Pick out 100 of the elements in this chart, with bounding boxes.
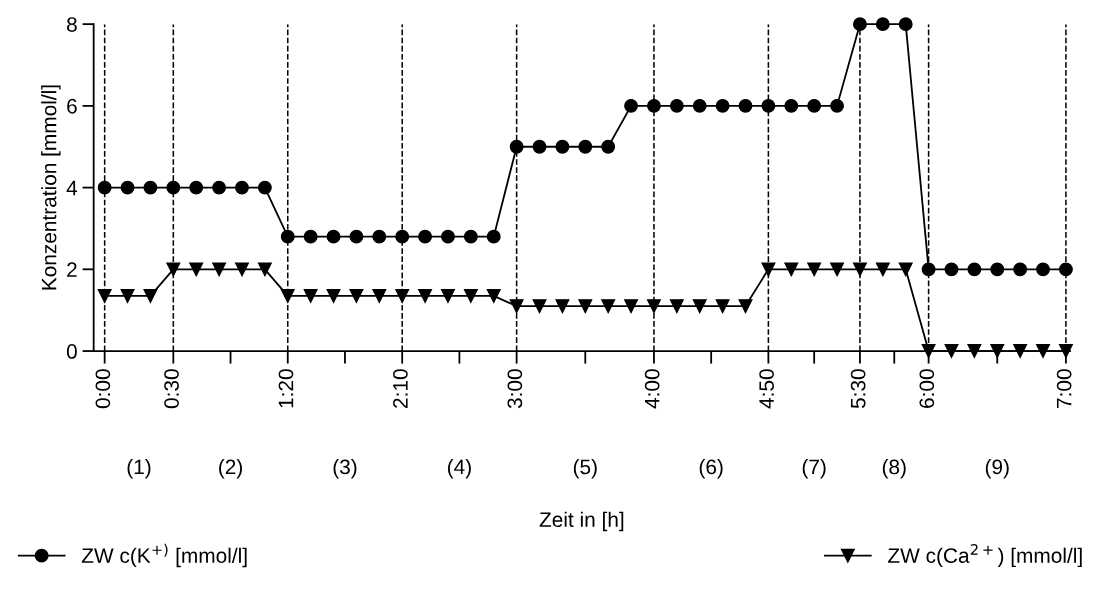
point xyxy=(326,229,341,244)
point xyxy=(715,98,730,113)
point xyxy=(601,299,616,314)
point xyxy=(418,229,433,244)
point xyxy=(944,262,959,277)
point xyxy=(830,98,844,113)
point xyxy=(441,229,455,244)
point xyxy=(143,288,158,303)
text: (3) xyxy=(333,459,357,479)
point xyxy=(349,229,364,244)
point xyxy=(97,288,112,303)
y-tick-label: 4 xyxy=(66,180,78,196)
point xyxy=(418,288,433,303)
point xyxy=(509,299,524,314)
point xyxy=(509,139,524,154)
point xyxy=(486,229,501,244)
legend-label: ZW c(K$^{+)}$ [mmol/l] xyxy=(81,543,247,568)
point xyxy=(166,262,181,277)
point xyxy=(395,288,410,303)
point xyxy=(303,288,318,303)
point xyxy=(967,344,982,358)
point xyxy=(875,262,890,277)
point xyxy=(189,262,204,277)
point xyxy=(1058,262,1073,277)
point xyxy=(1058,344,1073,358)
point xyxy=(532,299,547,314)
point xyxy=(463,229,478,244)
point xyxy=(807,98,822,113)
point xyxy=(921,344,936,358)
text: (8) xyxy=(882,459,906,479)
point xyxy=(1036,262,1050,277)
text: (5) xyxy=(573,459,597,479)
text: (9) xyxy=(985,459,1009,479)
point xyxy=(738,98,753,113)
point xyxy=(235,262,249,277)
point xyxy=(280,229,295,244)
point xyxy=(761,98,776,113)
x-tick-label: 0:00 xyxy=(95,369,111,409)
point xyxy=(555,139,570,154)
x-tick-label: 7:00 xyxy=(1056,369,1072,408)
point xyxy=(669,98,684,113)
point xyxy=(692,98,707,113)
y-axis-title: Konzentration [mmol/l] xyxy=(41,85,61,290)
text: (7) xyxy=(802,459,826,479)
point xyxy=(303,229,318,244)
x-tick-label: 3:00 xyxy=(507,369,523,409)
point xyxy=(601,139,616,154)
y-tick-label: 2 xyxy=(67,262,77,277)
point xyxy=(257,180,272,195)
point xyxy=(784,98,799,113)
point xyxy=(1036,344,1050,358)
point xyxy=(647,299,661,314)
x-tick-label: 2:10 xyxy=(393,369,408,408)
point xyxy=(944,344,959,358)
y-tick-label: 0 xyxy=(66,344,77,359)
text: (4) xyxy=(447,459,471,479)
x-tick-label: 6:00 xyxy=(919,369,935,408)
point xyxy=(280,288,295,303)
point xyxy=(692,299,707,314)
point xyxy=(441,288,455,303)
point xyxy=(807,262,822,277)
point xyxy=(189,180,204,195)
point xyxy=(669,299,684,314)
point xyxy=(257,262,272,277)
point xyxy=(349,288,364,303)
text: (1) xyxy=(127,459,151,479)
point xyxy=(738,299,753,314)
point xyxy=(624,98,639,113)
text: (6) xyxy=(699,459,723,479)
x-tick-label: 1:20 xyxy=(278,369,294,408)
x-tick-label: 5:30 xyxy=(850,369,866,409)
point xyxy=(921,262,936,277)
point xyxy=(852,262,867,277)
y-tick-label: 6 xyxy=(67,98,77,114)
point xyxy=(578,299,593,314)
point xyxy=(624,299,639,314)
point xyxy=(990,262,1005,277)
x-tick-label: 0:30 xyxy=(164,369,179,409)
point xyxy=(120,180,135,195)
point xyxy=(463,288,478,303)
point xyxy=(1013,344,1028,358)
point xyxy=(372,229,387,244)
x-tick-label: 4:50 xyxy=(759,369,774,409)
point xyxy=(212,262,227,277)
point xyxy=(166,180,181,195)
point xyxy=(120,288,135,303)
point xyxy=(486,288,501,303)
point xyxy=(326,288,341,303)
point xyxy=(715,299,730,314)
point xyxy=(761,262,776,277)
point xyxy=(212,180,227,195)
point xyxy=(875,17,890,32)
point xyxy=(555,299,570,314)
point xyxy=(395,229,410,244)
point xyxy=(1013,262,1028,277)
text: (2) xyxy=(219,459,242,479)
point xyxy=(830,262,844,277)
point xyxy=(852,17,867,32)
x-tick-label: 4:00 xyxy=(644,369,660,409)
point xyxy=(143,180,158,195)
